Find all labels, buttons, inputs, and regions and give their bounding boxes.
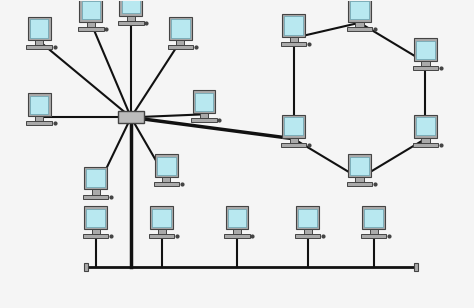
Bar	[284, 16, 303, 34]
Bar	[200, 113, 208, 118]
Bar	[282, 14, 305, 37]
Bar	[83, 195, 108, 199]
Bar	[149, 234, 174, 238]
Bar	[83, 234, 108, 238]
Bar	[87, 22, 95, 27]
Bar	[233, 229, 241, 234]
Bar	[27, 93, 51, 116]
Bar	[348, 0, 371, 22]
Bar	[150, 206, 173, 229]
Bar	[296, 206, 319, 229]
Bar	[362, 206, 385, 229]
Bar	[350, 1, 369, 19]
Bar	[78, 27, 103, 31]
Bar	[421, 138, 429, 143]
Bar	[153, 209, 171, 227]
Bar	[281, 143, 306, 147]
Bar	[224, 234, 250, 238]
Bar	[84, 206, 107, 229]
Bar	[350, 157, 369, 175]
Bar	[414, 115, 437, 138]
Bar	[35, 40, 43, 45]
Bar	[155, 154, 178, 177]
Bar	[168, 45, 193, 49]
Bar	[226, 206, 248, 229]
Bar	[284, 117, 303, 135]
Bar	[118, 21, 144, 25]
Bar	[27, 121, 52, 125]
Bar	[414, 38, 437, 61]
Bar	[191, 118, 217, 122]
Bar	[413, 66, 438, 71]
Bar	[281, 42, 306, 46]
Bar	[119, 0, 143, 15]
Bar	[421, 61, 429, 66]
Bar	[30, 19, 48, 38]
Bar	[154, 182, 179, 186]
Bar	[228, 209, 246, 227]
Bar	[414, 263, 418, 271]
Bar	[162, 177, 170, 182]
Bar	[304, 229, 312, 234]
Bar	[84, 167, 107, 189]
Bar	[299, 209, 317, 227]
Bar	[361, 234, 386, 238]
Bar	[192, 90, 216, 113]
Bar	[416, 117, 435, 135]
Bar	[127, 15, 135, 21]
Bar	[290, 37, 298, 42]
Bar	[118, 111, 144, 124]
Bar	[157, 229, 165, 234]
Bar	[91, 189, 100, 195]
Bar	[195, 93, 213, 111]
Bar	[91, 229, 100, 234]
Bar	[86, 169, 105, 187]
Bar	[347, 27, 372, 31]
Bar	[27, 17, 51, 40]
Bar	[413, 143, 438, 147]
Bar	[356, 177, 364, 182]
Bar	[347, 182, 372, 186]
Bar	[171, 19, 190, 38]
Bar	[157, 157, 175, 175]
Bar	[348, 154, 371, 177]
Bar	[27, 45, 52, 49]
Bar	[370, 229, 378, 234]
Bar	[82, 1, 100, 19]
Bar	[282, 115, 305, 138]
Bar	[80, 0, 102, 22]
Bar	[86, 209, 105, 227]
Bar	[35, 116, 43, 121]
Bar	[122, 0, 140, 13]
Bar	[416, 41, 435, 59]
Bar	[84, 263, 88, 271]
Bar	[290, 138, 298, 143]
Bar	[295, 234, 320, 238]
Bar	[169, 17, 192, 40]
Bar	[176, 40, 184, 45]
Bar	[356, 22, 364, 27]
Bar	[30, 95, 48, 114]
Bar	[365, 209, 383, 227]
